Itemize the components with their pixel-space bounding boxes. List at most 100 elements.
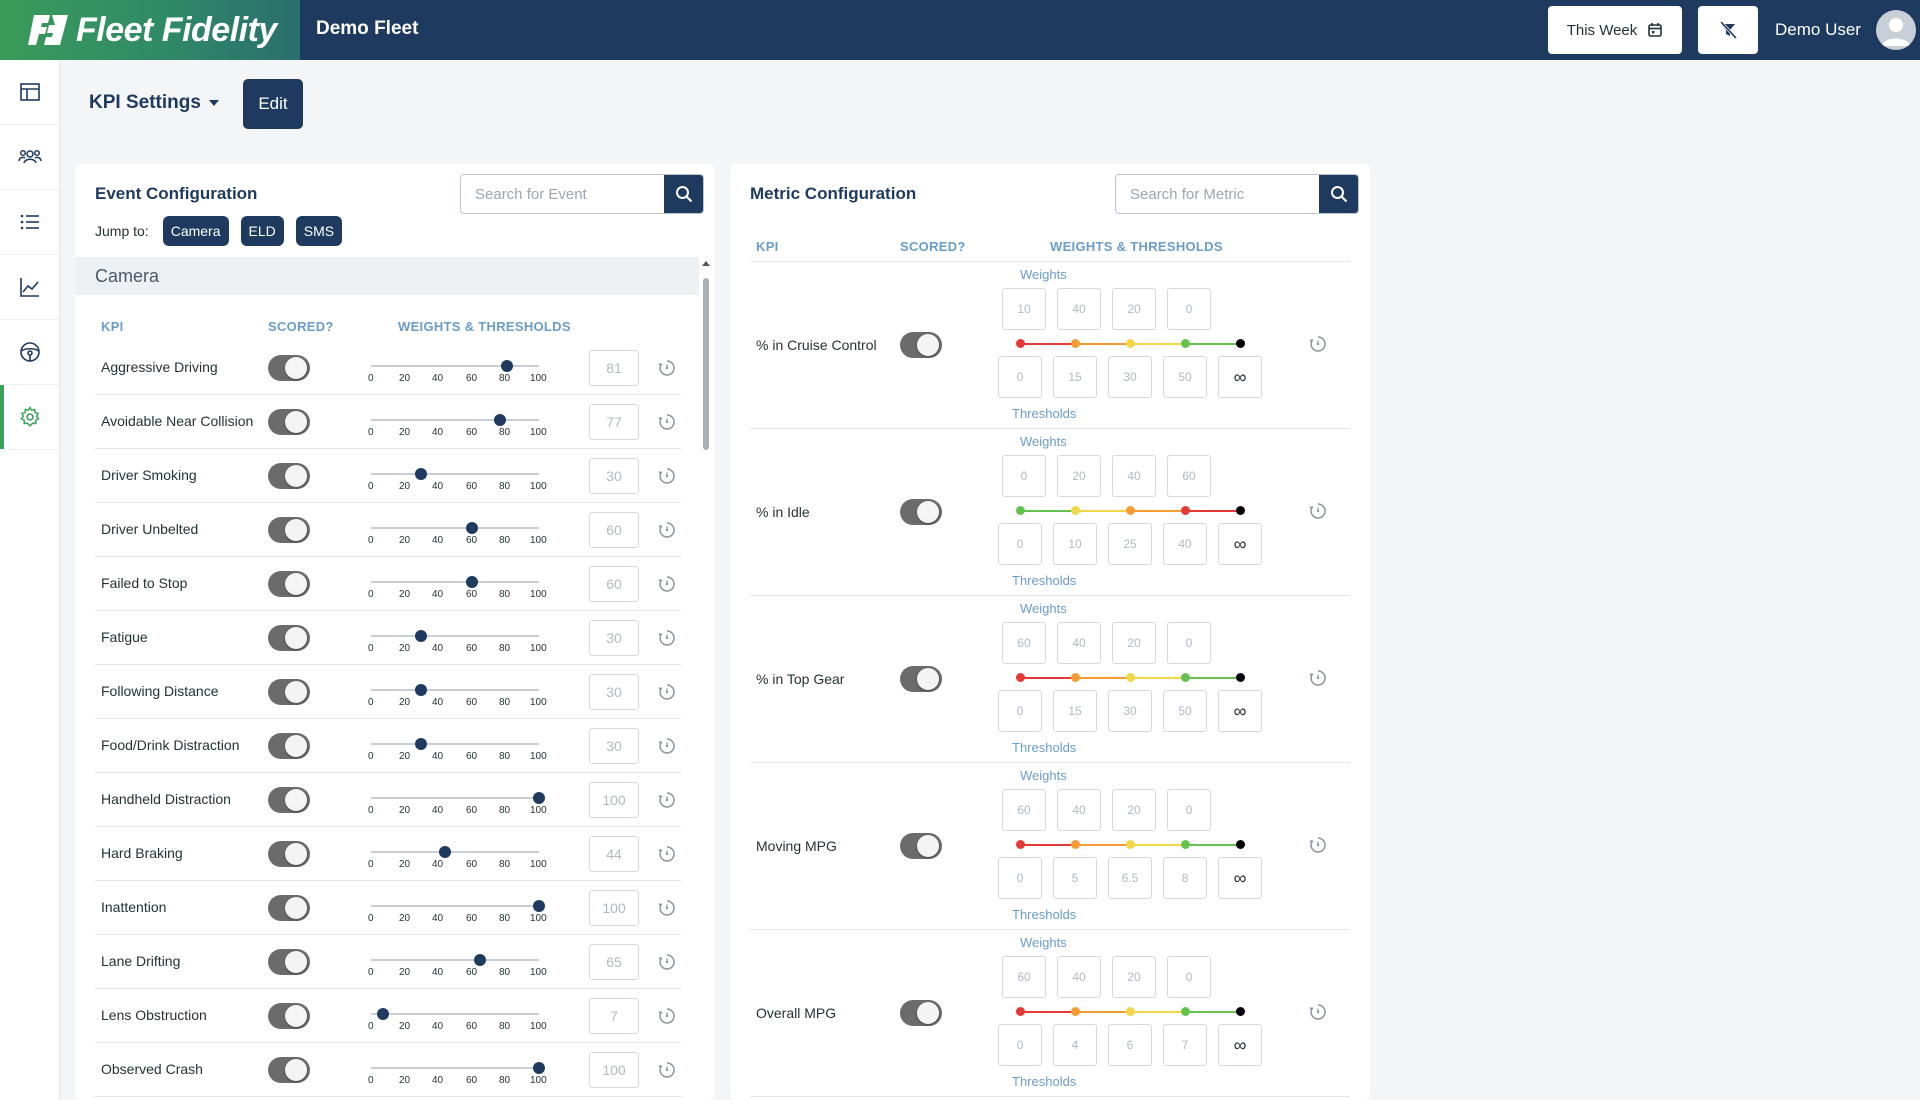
date-range-button[interactable]: This Week: [1548, 6, 1682, 54]
scored-toggle[interactable]: [268, 679, 310, 705]
reset-icon[interactable]: [657, 574, 677, 594]
sidebar-item-drivers[interactable]: [0, 125, 59, 190]
scored-toggle[interactable]: [268, 841, 310, 867]
reset-icon[interactable]: [657, 844, 677, 864]
scored-toggle[interactable]: [900, 666, 942, 692]
threshold-input[interactable]: 0: [998, 1024, 1042, 1066]
weight-input[interactable]: 60: [1002, 789, 1046, 831]
reset-icon[interactable]: [1308, 835, 1328, 855]
weight-slider[interactable]: 0 20 40 60 80 100: [368, 677, 547, 708]
threshold-input[interactable]: 0: [998, 523, 1042, 565]
sidebar-item-dashboard[interactable]: [0, 60, 59, 125]
scored-toggle[interactable]: [268, 625, 310, 651]
scored-toggle[interactable]: [268, 1057, 310, 1083]
weight-slider[interactable]: 0 20 40 60 80 100: [368, 515, 547, 546]
threshold-input[interactable]: 15: [1053, 356, 1097, 398]
weight-value-input[interactable]: 65: [589, 944, 639, 980]
event-search-input[interactable]: Search for Event: [475, 185, 587, 203]
reset-icon[interactable]: [657, 358, 677, 378]
weight-slider[interactable]: 0 20 40 60 80 100: [368, 569, 547, 600]
weight-slider[interactable]: 0 20 40 60 80 100: [368, 623, 547, 654]
weight-slider[interactable]: 0 20 40 60 80 100: [368, 785, 547, 816]
scored-toggle[interactable]: [900, 1000, 942, 1026]
sidebar-item-trends[interactable]: [0, 255, 59, 320]
sidebar-item-settings[interactable]: [0, 385, 59, 450]
threshold-input[interactable]: 6: [1108, 1024, 1152, 1066]
event-search-button[interactable]: [664, 175, 703, 213]
weight-value-input[interactable]: 7: [589, 998, 639, 1034]
weight-slider[interactable]: 0 20 40 60 80 100: [368, 893, 547, 924]
jump-chip-sms[interactable]: SMS: [295, 216, 343, 246]
weight-slider[interactable]: 0 20 40 60 80 100: [368, 353, 547, 384]
user-name[interactable]: Demo User: [1775, 20, 1861, 39]
weight-value-input[interactable]: 30: [589, 458, 639, 494]
fleet-name[interactable]: Demo Fleet: [316, 18, 419, 39]
scored-toggle[interactable]: [268, 517, 310, 543]
weight-input[interactable]: 20: [1112, 622, 1156, 664]
jump-chip-camera[interactable]: Camera: [162, 216, 229, 246]
threshold-input[interactable]: 0: [998, 690, 1042, 732]
scored-toggle[interactable]: [268, 733, 310, 759]
weight-slider[interactable]: 0 20 40 60 80 100: [368, 947, 547, 978]
weight-input[interactable]: 40: [1057, 956, 1101, 998]
avatar[interactable]: [1876, 10, 1916, 50]
reset-icon[interactable]: [657, 952, 677, 972]
weight-input[interactable]: 40: [1112, 455, 1156, 497]
weight-value-input[interactable]: 100: [589, 890, 639, 926]
scored-toggle[interactable]: [900, 833, 942, 859]
scored-toggle[interactable]: [268, 409, 310, 435]
page-title-dropdown[interactable]: KPI Settings: [89, 92, 219, 114]
weight-input[interactable]: 0: [1167, 622, 1211, 664]
weight-input[interactable]: 0: [1167, 789, 1211, 831]
scored-toggle[interactable]: [268, 463, 310, 489]
jump-chip-eld[interactable]: ELD: [240, 216, 284, 246]
slider-knob[interactable]: [415, 468, 427, 480]
threshold-input[interactable]: 0: [998, 857, 1042, 899]
threshold-input[interactable]: 50: [1163, 690, 1207, 732]
brand-logo[interactable]: Fleet Fidelity: [0, 0, 300, 60]
reset-icon[interactable]: [657, 682, 677, 702]
reset-icon[interactable]: [1308, 501, 1328, 521]
metric-search-input[interactable]: Search for Metric: [1130, 185, 1245, 203]
weight-input[interactable]: 0: [1002, 455, 1046, 497]
scrollbar-thumb[interactable]: [703, 278, 709, 450]
threshold-input[interactable]: 30: [1108, 356, 1152, 398]
weight-slider[interactable]: 0 20 40 60 80 100: [368, 461, 547, 492]
threshold-input[interactable]: 30: [1108, 690, 1152, 732]
weight-value-input[interactable]: 60: [589, 566, 639, 602]
slider-knob[interactable]: [415, 630, 427, 642]
slider-knob[interactable]: [494, 414, 506, 426]
threshold-input[interactable]: 0: [998, 356, 1042, 398]
threshold-input[interactable]: 7: [1163, 1024, 1207, 1066]
weight-input[interactable]: 0: [1167, 956, 1211, 998]
slider-knob[interactable]: [415, 738, 427, 750]
slider-knob[interactable]: [466, 576, 478, 588]
reset-icon[interactable]: [657, 1060, 677, 1080]
threshold-input[interactable]: 50: [1163, 356, 1207, 398]
weight-input[interactable]: 0: [1167, 288, 1211, 330]
filter-off-button[interactable]: [1698, 6, 1758, 54]
reset-icon[interactable]: [657, 1006, 677, 1026]
weight-input[interactable]: 40: [1057, 622, 1101, 664]
weight-slider[interactable]: 0 20 40 60 80 100: [368, 407, 547, 438]
slider-knob[interactable]: [466, 522, 478, 534]
threshold-input[interactable]: 6.5: [1108, 857, 1152, 899]
weight-value-input[interactable]: 30: [589, 620, 639, 656]
reset-icon[interactable]: [657, 790, 677, 810]
weight-value-input[interactable]: 100: [589, 782, 639, 818]
reset-icon[interactable]: [657, 628, 677, 648]
reset-icon[interactable]: [657, 520, 677, 540]
weight-slider[interactable]: 0 20 40 60 80 100: [368, 1001, 547, 1032]
weight-input[interactable]: 20: [1112, 956, 1156, 998]
slider-knob[interactable]: [474, 954, 486, 966]
weight-slider[interactable]: 0 20 40 60 80 100: [368, 839, 547, 870]
scored-toggle[interactable]: [268, 355, 310, 381]
weight-input[interactable]: 40: [1057, 789, 1101, 831]
threshold-input[interactable]: 15: [1053, 690, 1097, 732]
reset-icon[interactable]: [657, 898, 677, 918]
slider-knob[interactable]: [439, 846, 451, 858]
sidebar-item-list[interactable]: [0, 190, 59, 255]
weight-value-input[interactable]: 60: [589, 512, 639, 548]
reset-icon[interactable]: [657, 412, 677, 432]
scored-toggle[interactable]: [268, 895, 310, 921]
